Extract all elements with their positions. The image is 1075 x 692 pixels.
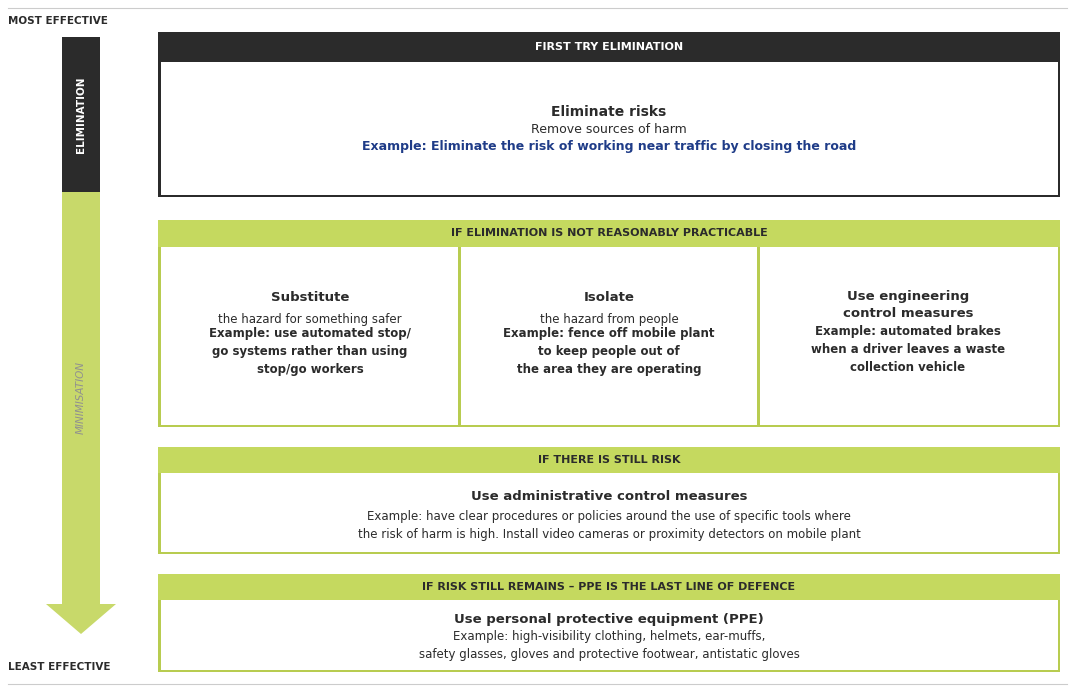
Bar xyxy=(158,574,1060,672)
Text: LEAST EFFECTIVE: LEAST EFFECTIVE xyxy=(8,662,111,672)
Bar xyxy=(160,247,1058,424)
Text: IF ELIMINATION IS NOT REASONABLY PRACTICABLE: IF ELIMINATION IS NOT REASONABLY PRACTIC… xyxy=(450,228,768,239)
Text: Use engineering
control measures: Use engineering control measures xyxy=(843,289,973,320)
Text: Example: high-visibility clothing, helmets, ear-muffs,
safety glasses, gloves an: Example: high-visibility clothing, helme… xyxy=(418,630,800,661)
Text: Example: have clear procedures or policies around the use of specific tools wher: Example: have clear procedures or polici… xyxy=(358,510,860,541)
Text: FIRST TRY ELIMINATION: FIRST TRY ELIMINATION xyxy=(535,42,683,52)
Text: Example: fence off mobile plant
to keep people out of
the area they are operatin: Example: fence off mobile plant to keep … xyxy=(503,327,715,376)
Text: Use personal protective equipment (PPE): Use personal protective equipment (PPE) xyxy=(454,614,764,626)
Text: MINIMISATION: MINIMISATION xyxy=(76,361,86,435)
Text: the hazard from people: the hazard from people xyxy=(540,313,678,325)
Text: Use administrative control measures: Use administrative control measures xyxy=(471,490,747,503)
Text: Substitute: Substitute xyxy=(271,291,349,304)
Text: IF THERE IS STILL RISK: IF THERE IS STILL RISK xyxy=(538,455,680,465)
Text: MOST EFFECTIVE: MOST EFFECTIVE xyxy=(8,16,108,26)
Bar xyxy=(160,473,1058,552)
Text: Eliminate risks: Eliminate risks xyxy=(551,105,666,120)
Text: Example: automated brakes
when a driver leaves a waste
collection vehicle: Example: automated brakes when a driver … xyxy=(811,325,1005,374)
Bar xyxy=(158,447,1060,554)
Bar xyxy=(158,447,1060,473)
Text: ELIMINATION: ELIMINATION xyxy=(76,76,86,153)
Text: Example: Eliminate the risk of working near traffic by closing the road: Example: Eliminate the risk of working n… xyxy=(362,140,856,153)
Bar xyxy=(158,220,1060,247)
Bar xyxy=(160,62,1058,194)
Bar xyxy=(62,37,100,192)
Bar xyxy=(458,247,461,424)
Polygon shape xyxy=(46,192,116,634)
Bar xyxy=(158,574,1060,600)
Text: Example: use automated stop/
go systems rather than using
stop/go workers: Example: use automated stop/ go systems … xyxy=(209,327,411,376)
Bar xyxy=(158,220,1060,427)
Text: the hazard for something safer: the hazard for something safer xyxy=(218,313,402,325)
Text: Remove sources of harm: Remove sources of harm xyxy=(531,123,687,136)
Text: IF RISK STILL REMAINS – PPE IS THE LAST LINE OF DEFENCE: IF RISK STILL REMAINS – PPE IS THE LAST … xyxy=(422,582,796,592)
Text: Isolate: Isolate xyxy=(584,291,634,304)
Bar xyxy=(158,32,1060,197)
Bar xyxy=(757,247,760,424)
Bar xyxy=(160,600,1058,669)
Bar xyxy=(158,32,1060,62)
